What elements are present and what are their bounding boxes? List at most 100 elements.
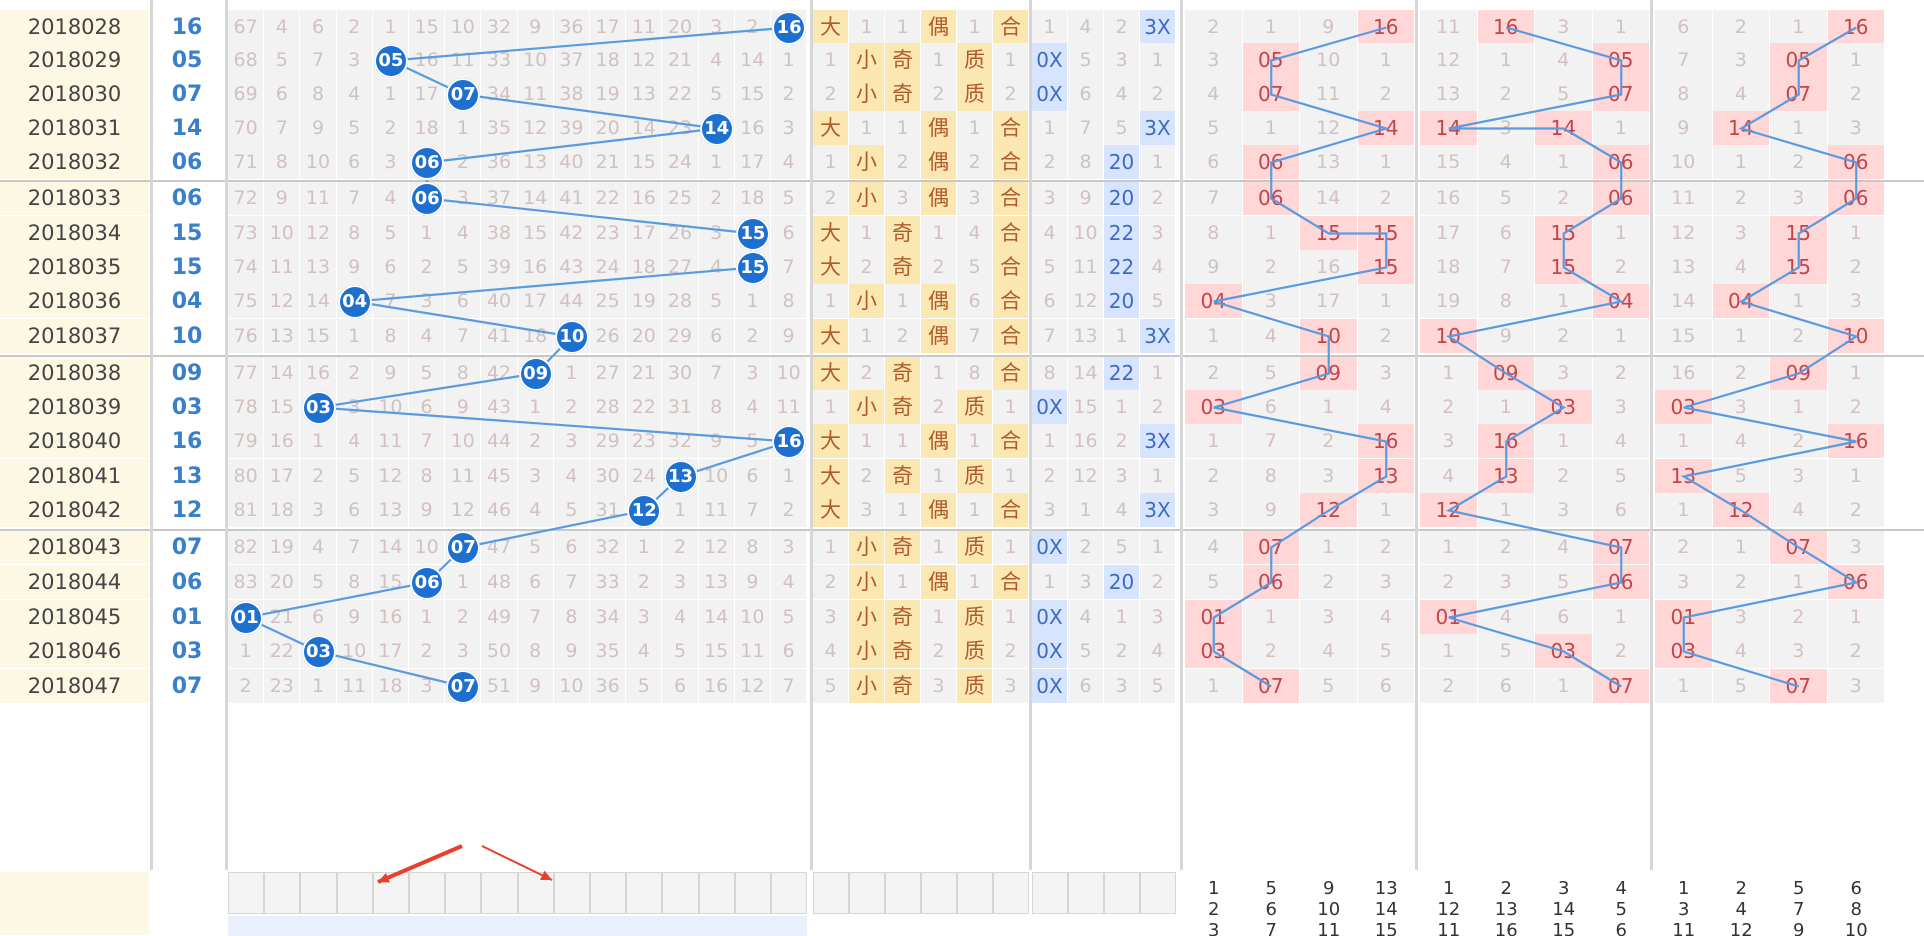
winning-number: 01 (150, 600, 225, 635)
winning-ball: 09 (518, 356, 553, 391)
zone-miss-cell: 75 (228, 284, 265, 319)
group-miss-cell: 1 (1420, 530, 1478, 565)
zone-miss-cell: 1 (228, 634, 265, 669)
zone-miss-cell: 12 (517, 111, 554, 146)
zone-miss-cell: 47 (481, 530, 518, 565)
zone-miss-cell: 8 (553, 600, 590, 635)
group-miss-cell: 4 (1477, 145, 1535, 180)
group-miss-cell: 2 (1712, 10, 1770, 45)
zone-miss-cell: 15 (626, 145, 663, 180)
remainder-hit: 22 (1104, 216, 1140, 251)
zone-miss-cell: 17 (734, 145, 771, 180)
group-miss-cell: 14 (1300, 181, 1358, 216)
group-miss-cell: 5 (1357, 634, 1415, 669)
zone-miss-cell: 13 (626, 77, 663, 112)
group-miss-cell: 6 (1535, 600, 1593, 635)
remainder-miss: 7 (1068, 111, 1104, 146)
zone-miss-cell: 7 (264, 111, 301, 146)
zone-miss-cell: 1 (517, 390, 554, 425)
winning-number: 03 (150, 634, 225, 669)
attribute-miss: 2 (849, 250, 885, 285)
remainder-miss: 8 (1068, 145, 1104, 180)
zone-miss-cell: 15 (264, 390, 301, 425)
remainder-hit: 0X (1032, 530, 1068, 565)
attribute-miss: 5 (957, 250, 993, 285)
zone-miss-cell: 8 (734, 530, 771, 565)
group-miss-cell: 11 (1300, 77, 1358, 112)
zone-miss-cell: 9 (553, 634, 590, 669)
attribute-miss: 1 (885, 493, 921, 528)
zone-miss-cell: 48 (481, 565, 518, 600)
attribute-miss: 1 (813, 390, 849, 425)
remainder-miss: 3 (1140, 216, 1176, 251)
zone-miss-cell: 14 (372, 530, 409, 565)
group-miss-cell: 16 (1420, 181, 1478, 216)
group-miss-cell: 1 (1770, 10, 1828, 45)
issue-number: 2018045 (0, 600, 150, 635)
zone-miss-cell: 1 (662, 493, 699, 528)
group-miss-cell: 15 (1420, 145, 1478, 180)
winning-number: 06 (150, 181, 225, 216)
zone-miss-cell: 35 (590, 634, 627, 669)
zone-miss-cell: 1 (626, 530, 663, 565)
attribute-hit: 合 (993, 181, 1029, 216)
group-miss-cell: 1 (1357, 145, 1415, 180)
zone-miss-cell: 5 (372, 216, 409, 251)
winning-ball: 13 (663, 459, 698, 494)
zone-miss-cell: 32 (590, 530, 627, 565)
zone-miss-cell: 4 (517, 493, 554, 528)
zone-miss-cell: 10 (264, 216, 301, 251)
annotation-arrow-left (377, 844, 463, 884)
attribute-hit: 奇 (885, 459, 921, 494)
attribute-hit: 质 (957, 390, 993, 425)
attribute-miss: 2 (813, 565, 849, 600)
group-miss-cell: 1 (1242, 111, 1300, 146)
zone-miss-cell: 4 (626, 634, 663, 669)
zone-miss-cell: 3 (771, 530, 808, 565)
winning-ball: 03 (301, 390, 336, 425)
group-miss-cell: 1 (1592, 216, 1650, 251)
attribute-hit: 小 (849, 390, 885, 425)
zone-miss-cell: 11 (771, 390, 808, 425)
zone-miss-cell: 81 (228, 493, 265, 528)
attribute-miss: 1 (849, 424, 885, 459)
zone-miss-cell: 9 (336, 250, 373, 285)
attribute-miss: 1 (885, 565, 921, 600)
attribute-hit: 合 (993, 284, 1029, 319)
group-miss-cell: 1 (1535, 424, 1593, 459)
group-miss-cell: 5 (1185, 565, 1243, 600)
issue-number: 2018043 (0, 530, 150, 565)
zone-miss-cell: 13 (264, 319, 301, 354)
attribute-miss: 1 (885, 424, 921, 459)
remainder-miss: 6 (1068, 77, 1104, 112)
group-miss-cell: 1 (1357, 43, 1415, 78)
zone-miss-cell: 74 (228, 250, 265, 285)
zone-miss-cell: 4 (662, 600, 699, 635)
group-miss-cell: 2 (1477, 530, 1535, 565)
remainder-miss: 5 (1068, 43, 1104, 78)
group-miss-cell: 2 (1827, 77, 1885, 112)
group-miss-cell: 7 (1655, 43, 1713, 78)
zone-miss-cell: 44 (553, 284, 590, 319)
zone-miss-cell: 30 (662, 356, 699, 391)
zone-miss-cell: 3 (698, 216, 735, 251)
zone-miss-cell: 12 (698, 530, 735, 565)
group-miss-cell: 1 (1357, 493, 1415, 528)
winning-ball: 06 (410, 145, 445, 180)
attribute-miss: 2 (885, 319, 921, 354)
remainder-hit: 3X (1140, 493, 1176, 528)
group-miss-cell: 13 (1420, 77, 1478, 112)
zone-miss-cell: 8 (264, 145, 301, 180)
remainder-miss: 10 (1068, 216, 1104, 251)
remainder-miss: 1 (1104, 390, 1140, 425)
remainder-miss: 13 (1068, 319, 1104, 354)
winning-ball: 03 (301, 634, 336, 669)
zone-miss-cell: 9 (300, 111, 337, 146)
zone-miss-cell: 6 (264, 77, 301, 112)
zone-miss-cell: 41 (481, 319, 518, 354)
attribute-miss: 1 (885, 111, 921, 146)
group-miss-cell: 1 (1185, 319, 1243, 354)
zone-miss-cell: 14 (264, 356, 301, 391)
winning-ball: 01 (229, 600, 264, 635)
winning-number: 06 (150, 145, 225, 180)
